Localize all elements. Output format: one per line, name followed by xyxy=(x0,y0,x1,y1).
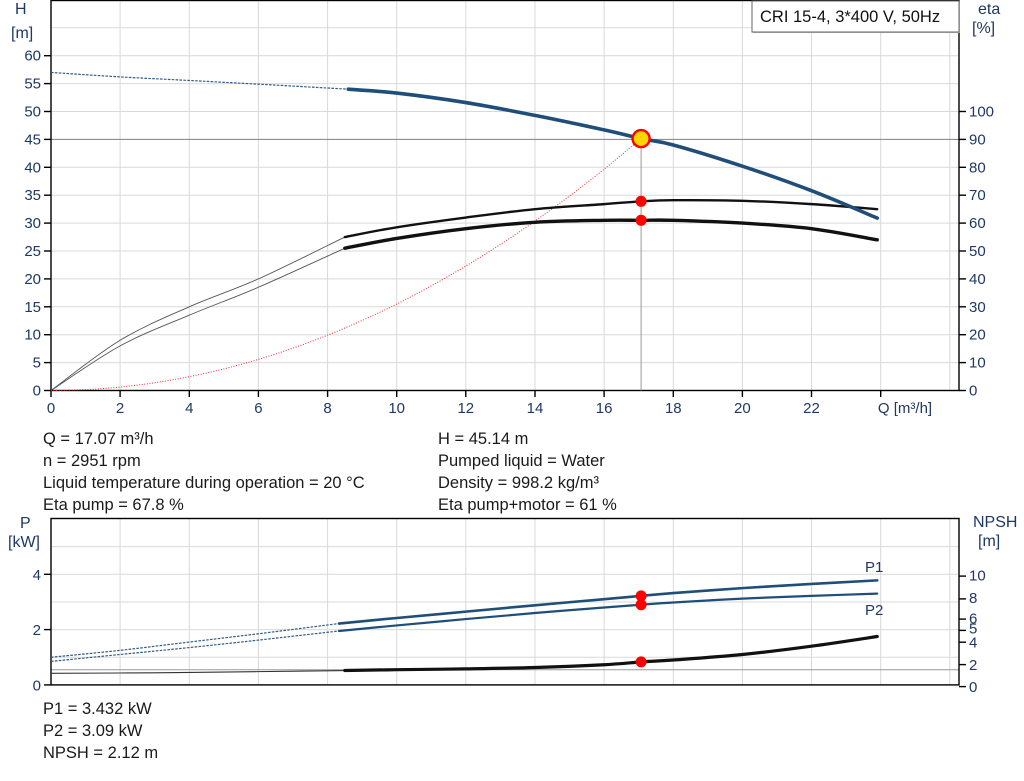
svg-text:55: 55 xyxy=(24,76,41,93)
svg-text:30: 30 xyxy=(969,299,986,316)
svg-text:Pumped liquid = Water: Pumped liquid = Water xyxy=(438,452,605,470)
svg-text:4: 4 xyxy=(33,567,41,584)
svg-text:NPSH: NPSH xyxy=(973,514,1017,531)
svg-text:14: 14 xyxy=(527,400,544,417)
svg-text:40: 40 xyxy=(24,159,41,176)
svg-text:eta: eta xyxy=(978,1,1000,18)
svg-text:20: 20 xyxy=(734,400,751,417)
svg-text:[%]: [%] xyxy=(972,20,995,37)
svg-text:10: 10 xyxy=(969,355,986,372)
svg-text:NPSH = 2.12 m: NPSH = 2.12 m xyxy=(43,744,158,762)
svg-text:[m]: [m] xyxy=(978,533,1000,550)
svg-text:H: H xyxy=(15,1,27,18)
svg-text:10: 10 xyxy=(388,400,405,417)
svg-text:2: 2 xyxy=(969,657,977,674)
svg-text:50: 50 xyxy=(969,243,986,260)
svg-text:Liquid temperature during oper: Liquid temperature during operation = 20… xyxy=(43,474,365,492)
svg-text:0: 0 xyxy=(33,677,41,694)
svg-text:15: 15 xyxy=(24,299,41,316)
svg-text:0: 0 xyxy=(47,400,55,417)
svg-text:10: 10 xyxy=(24,327,41,344)
svg-text:6: 6 xyxy=(969,611,977,628)
svg-text:Eta pump = 67.8 %: Eta pump = 67.8 % xyxy=(43,496,184,514)
svg-text:90: 90 xyxy=(969,131,986,148)
svg-text:60: 60 xyxy=(24,48,41,65)
svg-text:50: 50 xyxy=(24,104,41,121)
svg-text:10: 10 xyxy=(969,567,986,584)
svg-text:70: 70 xyxy=(969,187,986,204)
svg-text:2: 2 xyxy=(33,622,41,639)
svg-text:60: 60 xyxy=(969,215,986,232)
svg-text:8: 8 xyxy=(969,590,977,607)
svg-text:P2: P2 xyxy=(865,602,883,619)
svg-text:[m]: [m] xyxy=(11,25,33,42)
svg-text:0: 0 xyxy=(969,383,977,400)
svg-text:4: 4 xyxy=(185,400,193,417)
svg-text:n = 2951 rpm: n = 2951 rpm xyxy=(43,452,141,470)
svg-text:40: 40 xyxy=(969,271,986,288)
svg-text:Q [m³/h]: Q [m³/h] xyxy=(878,400,932,417)
svg-text:0: 0 xyxy=(969,679,977,696)
svg-text:20: 20 xyxy=(969,327,986,344)
svg-text:12: 12 xyxy=(457,400,474,417)
svg-text:16: 16 xyxy=(596,400,613,417)
svg-text:45: 45 xyxy=(24,131,41,148)
svg-text:Eta pump+motor = 61 %: Eta pump+motor = 61 % xyxy=(438,496,617,514)
svg-text:P1: P1 xyxy=(865,559,883,576)
svg-text:5: 5 xyxy=(33,355,41,372)
svg-text:P1 = 3.432 kW: P1 = 3.432 kW xyxy=(43,700,152,718)
svg-text:20: 20 xyxy=(24,271,41,288)
svg-text:P2 = 3.09 kW: P2 = 3.09 kW xyxy=(43,722,143,740)
svg-text:[kW]: [kW] xyxy=(8,534,40,551)
svg-text:6: 6 xyxy=(254,400,262,417)
svg-text:35: 35 xyxy=(24,187,41,204)
svg-text:100: 100 xyxy=(969,104,994,121)
svg-text:P: P xyxy=(20,515,31,532)
svg-text:2: 2 xyxy=(116,400,124,417)
svg-text:22: 22 xyxy=(803,400,820,417)
svg-text:Density = 998.2 kg/m³: Density = 998.2 kg/m³ xyxy=(438,474,599,492)
svg-text:CRI 15-4, 3*400 V, 50Hz: CRI 15-4, 3*400 V, 50Hz xyxy=(760,8,940,26)
svg-text:H = 45.14 m: H = 45.14 m xyxy=(438,430,528,448)
svg-text:8: 8 xyxy=(323,400,331,417)
svg-text:18: 18 xyxy=(665,400,682,417)
svg-text:0: 0 xyxy=(33,383,41,400)
svg-text:30: 30 xyxy=(24,215,41,232)
svg-text:80: 80 xyxy=(969,159,986,176)
svg-text:Q = 17.07 m³/h: Q = 17.07 m³/h xyxy=(43,430,154,448)
svg-text:25: 25 xyxy=(24,243,41,260)
